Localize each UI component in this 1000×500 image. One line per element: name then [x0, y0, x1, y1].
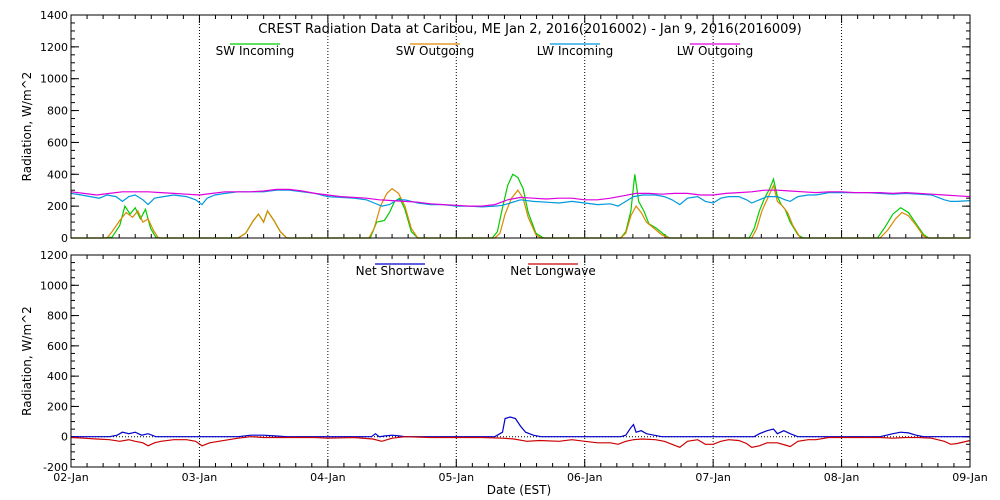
- series-line-lw-incoming: [70, 189, 971, 208]
- series-line-net-shortwave: [71, 416, 970, 438]
- legend-label: LW Outgoing: [677, 44, 754, 58]
- series-line-net-longwave: [70, 436, 971, 448]
- series-line-sw-incoming: [71, 173, 970, 239]
- y-tick-label: 200: [47, 200, 68, 213]
- y-tick-label: 0: [61, 232, 68, 245]
- y-tick-label: 400: [47, 168, 68, 181]
- y-tick-label: 1200: [40, 41, 68, 54]
- y-tick-label: 800: [47, 105, 68, 118]
- chart-title: CREST Radiation Data at Caribou, ME Jan …: [258, 22, 802, 37]
- series-line-sw-outgoing: [71, 183, 970, 239]
- legend-label: Net Longwave: [510, 264, 596, 278]
- x-tick-label: 02-Jan: [53, 471, 89, 484]
- y-tick-label: 800: [47, 310, 68, 323]
- y-axis-label: Radiation, W/m^2: [20, 306, 34, 416]
- x-tick-label: 09-Jan: [952, 471, 988, 484]
- x-tick-label: 07-Jan: [695, 471, 731, 484]
- x-tick-label: 03-Jan: [182, 471, 218, 484]
- y-tick-label: 1200: [40, 249, 68, 262]
- y-tick-label: 1400: [40, 9, 68, 22]
- plot-frame: [70, 14, 971, 239]
- y-tick-label: 600: [47, 340, 68, 353]
- legend-label: SW Incoming: [216, 44, 295, 58]
- legend-label: SW Outgoing: [396, 44, 475, 58]
- y-axis-label: Radiation, W/m^2: [20, 72, 34, 182]
- x-tick-label: 06-Jan: [567, 471, 603, 484]
- x-axis-label: Date (EST): [487, 483, 551, 497]
- x-tick-label: 08-Jan: [824, 471, 860, 484]
- legend-label: LW Incoming: [537, 44, 614, 58]
- x-tick-label: 04-Jan: [310, 471, 346, 484]
- series-line-lw-outgoing: [70, 188, 971, 207]
- top-panel: 0 200 400 600 800 1000 1200 1400 SW Incoming SW O…: [20, 9, 971, 245]
- y-tick-label: 0: [61, 431, 68, 444]
- y-tick-label: 1000: [40, 73, 68, 86]
- y-tick-label: 1000: [40, 279, 68, 292]
- y-tick-label: -200: [43, 461, 68, 474]
- x-tick-label: 05-Jan: [439, 471, 475, 484]
- y-tick-label: 400: [47, 370, 68, 383]
- bottom-panel: -200 0 200 400 600 800 1000 1200 02-Jan 03-Jan 04-…: [20, 249, 988, 484]
- legend-label: Net Shortwave: [356, 264, 445, 278]
- y-tick-label: 600: [47, 136, 68, 149]
- plot-frame: [70, 254, 971, 468]
- y-tick-label: 200: [47, 400, 68, 413]
